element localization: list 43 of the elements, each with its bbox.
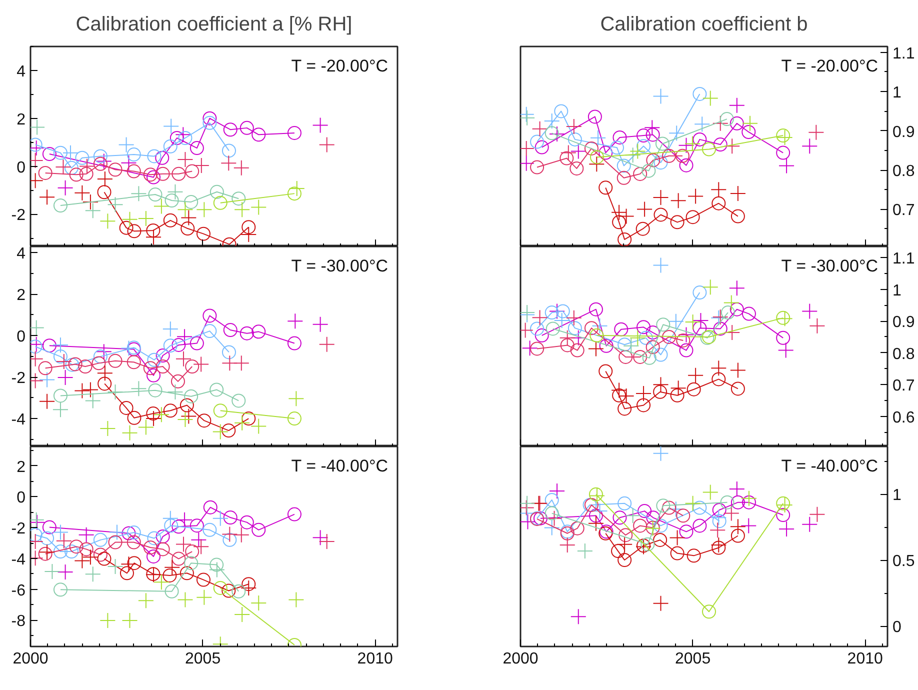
- y-tick-label: 1: [892, 84, 902, 102]
- chart-title: Calibration coefficient b: [600, 14, 808, 36]
- y-tick-label: 2: [16, 111, 26, 128]
- y-tick-label: 0.8: [892, 163, 915, 180]
- y-tick-label: 0.7: [892, 202, 915, 220]
- y-tick-label: 0.7: [892, 378, 915, 395]
- y-tick-label: 4: [16, 63, 26, 80]
- y-tick-label: 1: [892, 282, 902, 300]
- y-tick-label: -2: [11, 370, 26, 388]
- y-tick-label: 0: [16, 159, 26, 176]
- y-tick-label: 0: [16, 328, 26, 346]
- annotation: T = -20.00°C: [291, 56, 388, 76]
- y-tick-label: 1.1: [892, 45, 915, 62]
- y-tick-label: 0: [16, 490, 26, 507]
- y-tick-label: 1.1: [892, 250, 915, 268]
- y-tick-label: -4: [11, 551, 26, 568]
- annotation: T = -30.00°C: [781, 256, 878, 276]
- y-tick-label: 0.5: [892, 553, 915, 570]
- y-tick-label: 2: [16, 458, 26, 476]
- annotation: T = -40.00°C: [291, 456, 388, 476]
- annotation: T = -40.00°C: [781, 456, 878, 476]
- annotation: T = -30.00°C: [291, 256, 388, 276]
- x-tick-label: 2005: [185, 650, 221, 668]
- y-tick-label: -2: [11, 520, 26, 538]
- y-tick-label: 1: [892, 487, 902, 504]
- y-tick-label: 0.9: [892, 314, 915, 332]
- y-tick-label: -4: [11, 412, 26, 429]
- y-tick-label: 2: [16, 287, 26, 304]
- x-tick-label: 2010: [847, 650, 883, 668]
- annotation: T = -20.00°C: [781, 56, 878, 76]
- y-tick-label: 4: [16, 246, 26, 263]
- y-tick-label: 0.6: [892, 409, 915, 426]
- y-tick-label: 0: [892, 619, 902, 636]
- y-tick-label: 0.9: [892, 124, 915, 141]
- x-tick-label: 2000: [502, 650, 538, 668]
- x-tick-label: 2005: [675, 650, 711, 668]
- x-tick-label: 2000: [12, 650, 48, 668]
- y-tick-label: 0.8: [892, 346, 915, 363]
- y-tick-label: -8: [11, 613, 26, 630]
- y-tick-label: -6: [11, 582, 26, 600]
- y-tick-label: -2: [11, 207, 26, 224]
- x-tick-label: 2010: [357, 650, 393, 668]
- chart-title: Calibration coefficient a [% RH]: [76, 14, 352, 36]
